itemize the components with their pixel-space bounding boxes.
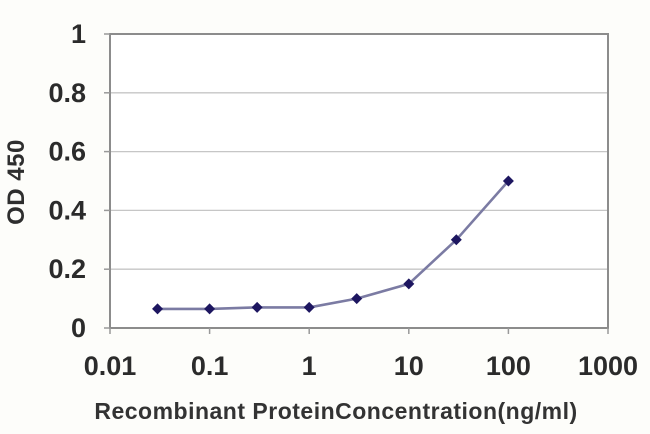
data-point-marker bbox=[251, 301, 263, 313]
series-line bbox=[157, 180, 510, 311]
y-tick-label: 0.4 bbox=[48, 195, 86, 225]
data-point-marker bbox=[403, 278, 415, 290]
data-point-marker bbox=[502, 175, 514, 187]
y-axis-title: OD 450 bbox=[3, 139, 30, 225]
x-tick-label: 0.1 bbox=[191, 351, 229, 381]
y-tick-label: 0.8 bbox=[48, 78, 86, 108]
x-tick-label: 100 bbox=[486, 351, 531, 381]
data-point-marker bbox=[152, 303, 164, 315]
x-axis-title: Recombinant ProteinConcentration(ng/ml) bbox=[94, 398, 578, 424]
x-tick-label: 1 bbox=[302, 351, 317, 381]
x-tick-label: 0.01 bbox=[84, 351, 137, 381]
plot-border bbox=[109, 33, 609, 329]
data-point-marker bbox=[450, 234, 462, 246]
y-tick-label: 0 bbox=[71, 313, 86, 343]
y-tick-label: 0.6 bbox=[48, 137, 86, 167]
x-tick-label: 1000 bbox=[578, 351, 638, 381]
y-tick-label: 1 bbox=[71, 19, 86, 49]
plot-background bbox=[110, 34, 608, 328]
y-tick-label: 0.2 bbox=[48, 254, 86, 284]
data-point-marker bbox=[303, 301, 315, 313]
x-tick-label: 10 bbox=[394, 351, 424, 381]
data-point-marker bbox=[351, 293, 363, 305]
data-point-marker bbox=[204, 303, 216, 315]
